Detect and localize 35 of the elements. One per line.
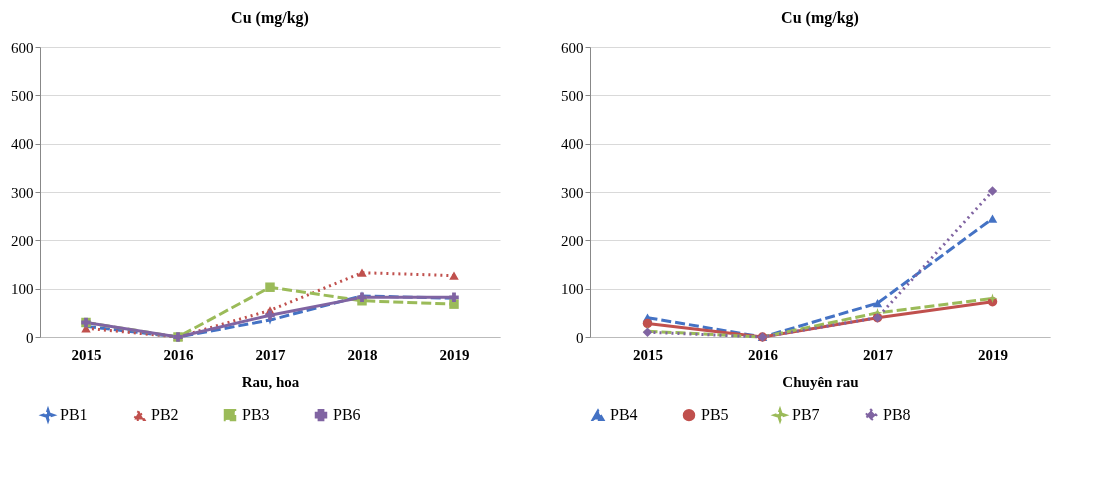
legend-label: PB5 bbox=[701, 406, 729, 424]
legend-label: PB4 bbox=[610, 406, 638, 424]
x-tick-label: 2017 bbox=[863, 346, 894, 363]
legend-label: PB2 bbox=[151, 406, 179, 424]
y-tick-label: 500 bbox=[561, 87, 584, 104]
legend-label: PB3 bbox=[242, 406, 270, 424]
y-tick-label: 100 bbox=[11, 281, 34, 298]
y-tick-label: 600 bbox=[11, 39, 34, 56]
y-tick-label: 500 bbox=[11, 87, 34, 104]
x-tick-label: 2019 bbox=[978, 346, 1008, 363]
legend-label: PB7 bbox=[792, 406, 820, 424]
y-tick-label: 300 bbox=[11, 184, 34, 201]
y-tick-label: 0 bbox=[26, 329, 34, 346]
y-tick-label: 0 bbox=[576, 329, 584, 346]
chart-title: Cu (mg/kg) bbox=[231, 9, 309, 27]
y-tick-label: 600 bbox=[561, 39, 584, 56]
x-tick-label: 2019 bbox=[439, 346, 470, 363]
legend-label: PB6 bbox=[333, 406, 361, 424]
x-tick-label: 2015 bbox=[71, 346, 102, 363]
y-tick-label: 200 bbox=[561, 232, 584, 249]
legend-label: PB8 bbox=[883, 406, 911, 424]
legend-label: PB1 bbox=[60, 406, 88, 424]
x-tick-label: 2016 bbox=[748, 346, 779, 363]
chart-title: Cu (mg/kg) bbox=[781, 9, 859, 27]
x-tick-label: 2018 bbox=[347, 346, 378, 363]
x-tick-label: 2017 bbox=[255, 346, 286, 363]
y-tick-label: 200 bbox=[11, 232, 34, 249]
x-axis-title: Rau, hoa bbox=[241, 373, 300, 390]
y-tick-label: 100 bbox=[561, 281, 584, 298]
x-tick-label: 2016 bbox=[163, 346, 194, 363]
y-tick-label: 400 bbox=[561, 136, 584, 153]
x-tick-label: 2015 bbox=[633, 346, 663, 363]
x-axis-title: Chuyên rau bbox=[782, 373, 859, 390]
y-tick-label: 400 bbox=[11, 136, 34, 153]
y-tick-label: 300 bbox=[561, 184, 584, 201]
